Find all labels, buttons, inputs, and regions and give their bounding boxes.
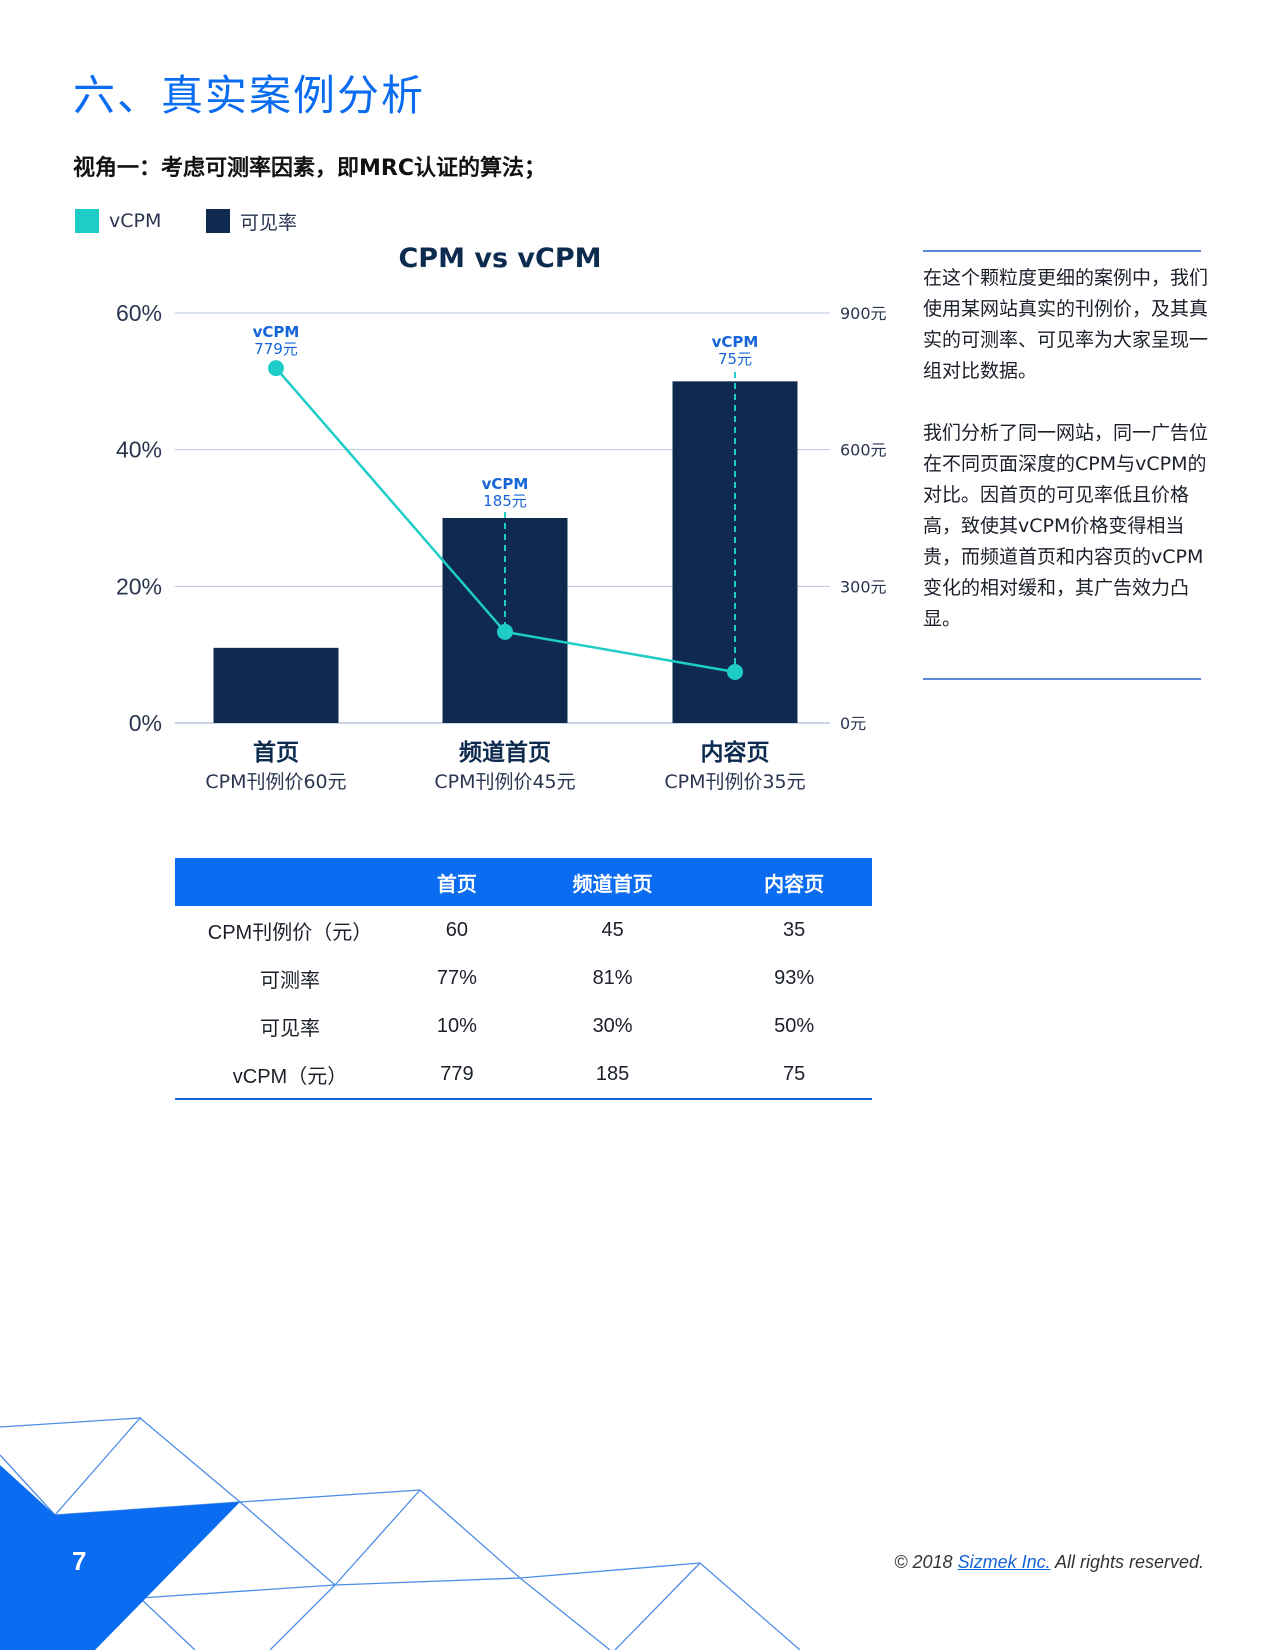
y-axis-right-tick-label: 300元 bbox=[840, 577, 887, 596]
side-paragraph-2: 我们分析了同一网站，同一广告位在不同页面深度的CPM与vCPM的对比。因首页的可… bbox=[923, 422, 1209, 630]
y-axis-left-tick-label: 60% bbox=[116, 300, 162, 326]
legend-label-visibility: 可见率 bbox=[240, 211, 298, 234]
vcpm-point-label-value: 779元 bbox=[254, 340, 298, 358]
table-row-label: vCPM（元） bbox=[175, 1050, 405, 1100]
table-cell: 77% bbox=[436, 966, 477, 989]
table-row-label: 可测率 bbox=[260, 969, 320, 992]
y-axis-right-tick-label: 900元 bbox=[840, 304, 887, 323]
table-cell: 45 bbox=[601, 918, 624, 941]
y-axis-left-tick-label: 0% bbox=[129, 710, 162, 736]
legend-item-vcpm: vCPM bbox=[75, 208, 161, 234]
x-axis-category-sublabel: CPM刊例价45元 bbox=[434, 771, 575, 793]
sizmek-link[interactable]: Sizmek Inc. bbox=[957, 1552, 1051, 1572]
vcpm-point-label-name: vCPM bbox=[253, 323, 300, 341]
x-axis-category-sublabel: CPM刊例价60元 bbox=[205, 771, 346, 793]
subtitle: 视角一：考虑可测率因素，即MRC认证的算法； bbox=[73, 156, 546, 181]
legend-item-visibility: 可见率 bbox=[206, 208, 297, 234]
table-row-label: CPM刊例价（元） bbox=[207, 921, 373, 944]
table-cell: 30% bbox=[592, 1014, 633, 1037]
x-axis-category-label: 频道首页 bbox=[459, 739, 551, 766]
vcpm-point-label-name: vCPM bbox=[712, 333, 759, 351]
chart-title: CPM vs vCPM bbox=[398, 243, 602, 274]
legend-label-vcpm: vCPM bbox=[109, 210, 162, 232]
table-header-row: 首页 频道首页 内容页 bbox=[175, 858, 872, 906]
table-row: 可见率 10% 30% 50% bbox=[175, 1002, 872, 1050]
table-row-label: 可见率 bbox=[260, 1017, 320, 1040]
legend-swatch-vcpm bbox=[75, 209, 99, 233]
copyright-footer: © 2018 Sizmek Inc. All rights reserved. bbox=[894, 1552, 1204, 1573]
bar-visibility bbox=[442, 518, 568, 723]
comparison-table: 首页 频道首页 内容页 CPM刊例价（元） 60 45 35 可测率 77% 8… bbox=[175, 858, 872, 1100]
y-axis-left-tick-label: 40% bbox=[116, 437, 162, 463]
table-cell: 60 bbox=[445, 918, 469, 941]
page-number: 7 bbox=[72, 1546, 87, 1576]
side-text-top-rule bbox=[923, 250, 1201, 252]
table-header-cell: 首页 bbox=[405, 858, 509, 906]
footer-suffix: All rights reserved. bbox=[1050, 1552, 1204, 1572]
table-cell: 10% bbox=[436, 1014, 477, 1037]
table-header-cell: 频道首页 bbox=[508, 858, 717, 906]
legend-swatch-visibility bbox=[206, 209, 230, 233]
vcpm-point bbox=[727, 663, 743, 680]
section-title: 六、真实案例分析 bbox=[73, 71, 426, 120]
y-axis-right-tick-label: 600元 bbox=[840, 441, 887, 460]
table-cell: 185 bbox=[508, 1050, 717, 1100]
x-axis-category-label: 内容页 bbox=[701, 739, 770, 766]
side-text-bottom-rule bbox=[923, 678, 1201, 680]
side-text-block: 在这个颗粒度更细的案例中，我们使用某网站真实的刊例价，及其真实的可测率、可见率为… bbox=[923, 263, 1208, 635]
table-cell: 75 bbox=[716, 1050, 872, 1100]
vcpm-point-label-value: 185元 bbox=[483, 492, 527, 510]
side-paragraph-1: 在这个颗粒度更细的案例中，我们使用某网站真实的刊例价，及其真实的可测率、可见率为… bbox=[923, 267, 1209, 382]
table-row: 可测率 77% 81% 93% bbox=[175, 954, 872, 1002]
table-cell: 81% bbox=[592, 966, 633, 989]
table-cell: 35 bbox=[783, 918, 806, 941]
vcpm-point-label-value: 75元 bbox=[718, 350, 752, 368]
table-cell: 779 bbox=[405, 1050, 509, 1100]
y-axis-left-tick-label: 20% bbox=[116, 573, 162, 599]
table-cell: 50% bbox=[774, 1014, 815, 1037]
table-row: vCPM（元） 779 185 75 bbox=[175, 1050, 872, 1100]
y-axis-right-tick-label: 0元 bbox=[840, 714, 866, 733]
table-header-cell: 内容页 bbox=[716, 858, 872, 906]
footer-prefix: © 2018 bbox=[894, 1552, 958, 1572]
x-axis-category-label: 首页 bbox=[253, 739, 299, 766]
x-axis-category-sublabel: CPM刊例价35元 bbox=[664, 771, 805, 793]
table-row: CPM刊例价（元） 60 45 35 bbox=[175, 906, 872, 954]
vcpm-point bbox=[497, 623, 513, 640]
bar-visibility bbox=[213, 647, 339, 723]
table-cell: 93% bbox=[774, 966, 815, 989]
decorative-triangle-pattern bbox=[0, 1417, 801, 1650]
vcpm-point-label-name: vCPM bbox=[482, 475, 529, 493]
vcpm-point bbox=[268, 360, 284, 377]
table-header-cell bbox=[175, 858, 405, 906]
